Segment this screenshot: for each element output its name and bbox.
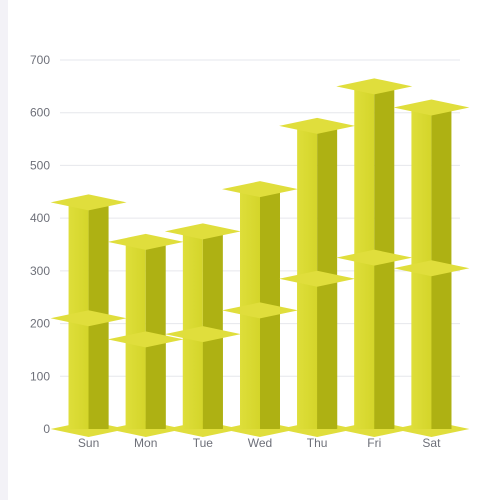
bar-cap [164, 326, 241, 343]
bar-side-face [431, 268, 452, 429]
bar-group-tue [164, 223, 241, 437]
y-tick-label: 300 [30, 264, 50, 278]
y-tick-label: 600 [30, 106, 50, 120]
y-tick-label: 400 [30, 211, 50, 225]
y-tick-label: 200 [30, 317, 50, 331]
bar-cap [393, 99, 470, 116]
bar-cap [107, 233, 184, 250]
bar-cap [107, 331, 184, 348]
bar-chart: Sun Mon Tue Wed Thu Fri Sat 0 100 200 300 400 500 60… [30, 53, 470, 450]
bar-side-face [260, 310, 280, 429]
bar-group-thu [279, 117, 356, 437]
x-axis: Sun Mon Tue Wed Thu Fri Sat [78, 436, 441, 450]
y-tick-label: 700 [30, 53, 50, 67]
y-tick-label: 500 [30, 158, 50, 172]
x-tick-label: Sun [78, 436, 99, 450]
x-tick-label: Tue [193, 436, 214, 450]
bar-side-face [88, 318, 109, 429]
bar-front-face [354, 257, 375, 429]
x-tick-label: Fri [367, 436, 381, 450]
bar-front-face [125, 339, 146, 429]
bar-front-face [297, 278, 318, 429]
bar-front-face [240, 310, 260, 429]
x-tick-label: Thu [307, 436, 328, 450]
bar-cap [393, 260, 470, 277]
x-tick-label: Mon [134, 436, 157, 450]
bar-cap [222, 181, 298, 198]
bar-cap [336, 249, 413, 266]
bar-group-sat [393, 99, 470, 437]
bar-cap [279, 270, 356, 287]
bar-group-mon [107, 233, 184, 437]
chart-card: Sun Mon Tue Wed Thu Fri Sat 0 100 200 300 400 500 60… [8, 0, 500, 500]
y-tick-label: 100 [30, 369, 50, 383]
bar-cap [164, 223, 241, 240]
x-tick-label: Sat [422, 436, 441, 450]
y-tick-label: 0 [43, 422, 50, 436]
bar-front-face [68, 318, 89, 429]
bar-side-face [317, 278, 338, 429]
bar-side-face [202, 334, 223, 429]
bar-side-face [145, 339, 166, 429]
bar-group-wed [222, 181, 298, 437]
bar-group-sun [50, 194, 127, 437]
x-tick-label: Wed [248, 436, 272, 450]
bar-cap [336, 78, 413, 95]
bar-cap [222, 302, 298, 319]
bar-front-face [182, 334, 203, 429]
bars-layer [50, 78, 470, 437]
bar-group-fri [336, 78, 413, 437]
bar-cap [279, 117, 356, 134]
y-axis: 0 100 200 300 400 500 600 700 [30, 53, 50, 436]
bar-side-face [374, 257, 395, 429]
bar-front-face [411, 268, 432, 429]
bar-cap [50, 194, 127, 211]
